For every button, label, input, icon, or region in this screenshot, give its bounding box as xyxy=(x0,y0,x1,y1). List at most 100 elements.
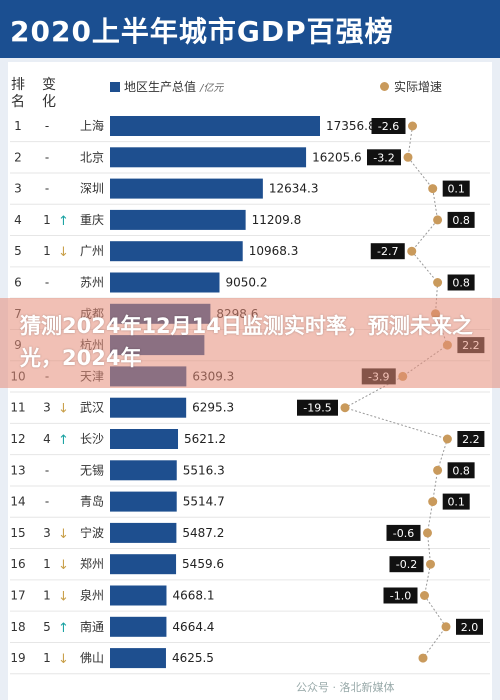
growth-dot xyxy=(428,184,438,194)
growth-label-bg xyxy=(442,493,470,510)
city-label: 青岛 xyxy=(80,494,104,509)
gdp-value-label: 5516.3 xyxy=(183,463,225,477)
gdp-value-label: 10968.3 xyxy=(249,244,299,258)
growth-label-bg xyxy=(371,118,406,134)
gdp-value-label: 9050.2 xyxy=(225,276,267,290)
arrow-down-icon: ↓ xyxy=(58,245,69,260)
arrow-down-icon: ↓ xyxy=(58,558,69,573)
page-title: 2020上半年城市GDP百强榜 xyxy=(10,15,394,48)
gdp-bar xyxy=(110,209,246,230)
change-label: 1 xyxy=(43,244,51,258)
rank-label: 14 xyxy=(10,495,25,509)
change-label: - xyxy=(45,463,49,477)
gdp-bar xyxy=(110,616,167,637)
legend-gdp-label: 地区生产总值 xyxy=(124,80,197,94)
gdp-value-label: 5487.2 xyxy=(182,526,224,540)
arrow-down-icon: ↓ xyxy=(58,652,69,667)
growth-dot xyxy=(407,246,417,256)
gdp-bar xyxy=(110,147,307,168)
change-label: 5 xyxy=(43,620,51,634)
change-label: 3 xyxy=(43,401,51,415)
rank-label: 15 xyxy=(10,526,25,540)
gdp-bar xyxy=(110,491,177,512)
growth-label-bg xyxy=(370,243,405,260)
growth-value-label: 0.1 xyxy=(447,496,465,509)
growth-dot xyxy=(442,434,452,444)
growth-label-bg xyxy=(447,274,475,291)
growth-label-bg xyxy=(297,399,338,416)
city-label: 佛山 xyxy=(80,651,104,665)
gdp-value-label: 11209.8 xyxy=(252,213,302,227)
change-label: 1 xyxy=(43,213,51,227)
gdp-value-label: 6295.3 xyxy=(192,401,234,415)
change-label: - xyxy=(45,182,49,196)
legend-growth: 实际增速 xyxy=(380,78,442,95)
gdp-bar xyxy=(110,429,179,449)
header-bar: 2020上半年城市GDP百强榜 xyxy=(0,0,500,58)
rank-header-2: 名 xyxy=(11,94,25,110)
gdp-value-label: 5459.6 xyxy=(182,557,224,571)
gdp-bar xyxy=(110,397,187,418)
gdp-value-label: 12634.3 xyxy=(269,182,319,196)
growth-value-label: 0.8 xyxy=(452,464,470,477)
rank-label: 4 xyxy=(14,213,22,227)
growth-dot xyxy=(420,591,429,600)
growth-value-label: 2.2 xyxy=(462,433,480,446)
rank-label: 16 xyxy=(10,557,25,571)
change-label: 1 xyxy=(43,651,51,665)
change-label: 4 xyxy=(43,432,51,446)
gdp-value-label: 17356.8 xyxy=(326,119,376,133)
growth-dot xyxy=(433,465,443,475)
gdp-bar xyxy=(110,272,220,293)
gdp-bar xyxy=(110,648,166,669)
rank-label: 3 xyxy=(14,182,22,196)
city-label: 郑州 xyxy=(80,556,104,571)
rank-label: 11 xyxy=(10,401,25,415)
growth-value-label: 0.8 xyxy=(452,214,470,227)
growth-line xyxy=(343,125,449,659)
growth-label-bg xyxy=(389,556,424,573)
city-label: 宁波 xyxy=(80,525,104,540)
growth-value-label: -2.6 xyxy=(378,120,399,133)
arrow-down-icon: ↓ xyxy=(58,590,69,605)
rank-label: 5 xyxy=(14,244,22,258)
legend-gdp: 地区生产总值 /亿元 xyxy=(110,78,223,95)
city-label: 深圳 xyxy=(80,182,104,196)
growth-label-bg xyxy=(457,431,485,447)
arrow-down-icon: ↓ xyxy=(58,402,69,417)
growth-value-label: -2.7 xyxy=(377,245,398,258)
growth-value-label: -1.0 xyxy=(390,590,411,603)
legend-gdp-swatch xyxy=(110,81,120,92)
change-label: - xyxy=(45,276,49,290)
change-label: 1 xyxy=(43,557,51,571)
change-label: - xyxy=(45,150,49,164)
gdp-bar xyxy=(110,460,177,481)
city-label: 南通 xyxy=(80,619,104,634)
gdp-value-label: 4625.5 xyxy=(172,651,214,665)
change-label: - xyxy=(45,495,49,509)
watermark: 公众号 · 洛北新媒体 xyxy=(296,681,395,694)
growth-label-bg xyxy=(456,618,483,635)
city-label: 苏州 xyxy=(80,276,104,290)
legend-growth-dot xyxy=(380,82,389,91)
gdp-bar xyxy=(110,178,263,199)
gdp-value-label: 5621.2 xyxy=(184,432,226,446)
rank-label: 19 xyxy=(10,651,25,665)
gdp-bar xyxy=(110,116,320,136)
growth-dot xyxy=(428,497,438,507)
growth-label-bg xyxy=(386,524,421,541)
growth-label-bg xyxy=(447,462,475,479)
growth-dot xyxy=(426,559,435,569)
arrow-up-icon: ↑ xyxy=(58,214,69,229)
gdp-value-label: 4664.4 xyxy=(172,620,214,634)
change-label: 1 xyxy=(43,589,51,603)
rank-header-1: 排 xyxy=(11,77,25,93)
growth-label-bg xyxy=(367,149,401,166)
gdp-bar xyxy=(110,522,177,543)
city-label: 北京 xyxy=(80,150,104,164)
city-label: 长沙 xyxy=(80,432,104,446)
rank-label: 2 xyxy=(14,150,22,164)
growth-dot xyxy=(418,653,428,663)
rank-label: 13 xyxy=(10,463,25,477)
arrow-up-icon: ↑ xyxy=(58,621,69,636)
